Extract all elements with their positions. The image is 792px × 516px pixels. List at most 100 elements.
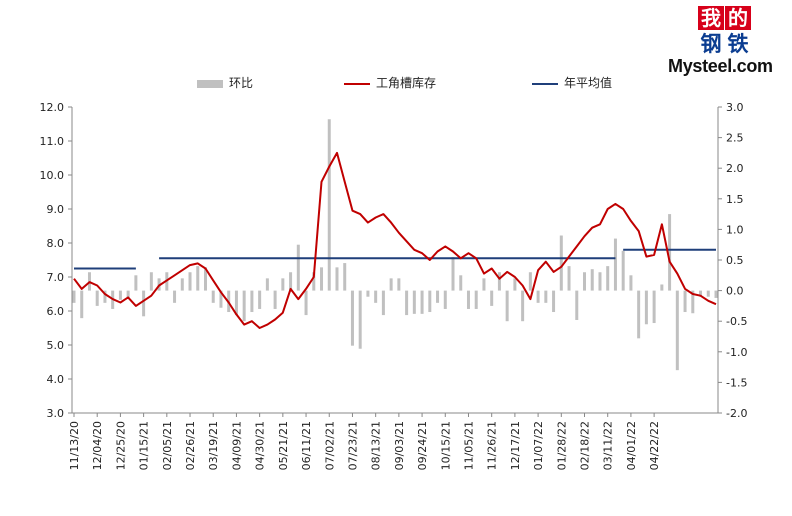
legend-label-avg: 年平均值 bbox=[564, 76, 613, 90]
bar-change bbox=[211, 290, 215, 303]
left-tick-label: 3.0 bbox=[47, 407, 65, 420]
x-tick-label: 09/03/21 bbox=[393, 421, 406, 470]
left-tick-label: 5.0 bbox=[47, 339, 65, 352]
right-tick-label: 2.5 bbox=[726, 132, 744, 145]
x-tick-label: 01/07/22 bbox=[532, 421, 545, 470]
bar-change bbox=[552, 290, 556, 313]
x-tick-label: 07/02/21 bbox=[323, 421, 336, 470]
legend-label-line: 工角槽库存 bbox=[376, 76, 437, 90]
bar-change bbox=[714, 290, 718, 298]
left-tick-label: 7.0 bbox=[47, 271, 65, 284]
bar-change bbox=[521, 290, 525, 322]
bar-change bbox=[675, 290, 679, 371]
bar-change bbox=[606, 266, 610, 291]
x-tick-label: 07/23/21 bbox=[346, 421, 359, 470]
x-tick-label: 09/24/21 bbox=[416, 421, 429, 470]
right-tick-label: 1.0 bbox=[726, 223, 744, 236]
bar-change bbox=[304, 290, 308, 316]
bar-change bbox=[289, 272, 293, 291]
bar-change bbox=[583, 272, 587, 291]
bar-change bbox=[327, 119, 331, 291]
bar-change bbox=[397, 278, 401, 291]
left-tick-label: 11.0 bbox=[40, 135, 65, 148]
legend-item-bar: 环比 bbox=[197, 74, 253, 91]
legend-swatch-avg bbox=[532, 82, 558, 85]
x-tick-label: 12/25/20 bbox=[114, 421, 127, 470]
x-tick-label: 12/17/21 bbox=[509, 421, 522, 470]
right-tick-label: 0.5 bbox=[726, 254, 744, 267]
x-tick-label: 10/15/21 bbox=[439, 421, 452, 470]
x-tick-label: 08/13/21 bbox=[370, 421, 383, 470]
bar-change bbox=[474, 290, 478, 309]
bar-change bbox=[436, 290, 440, 303]
bar-change bbox=[621, 250, 625, 291]
x-tick-label: 12/04/20 bbox=[91, 421, 104, 470]
bar-change bbox=[544, 290, 548, 303]
bar-change bbox=[142, 290, 146, 317]
left-tick-label: 9.0 bbox=[47, 203, 65, 216]
bar-change bbox=[273, 290, 277, 309]
left-tick-label: 12.0 bbox=[40, 101, 65, 114]
bar-change bbox=[312, 272, 316, 291]
bar-change bbox=[103, 290, 107, 303]
bar-change bbox=[234, 290, 238, 316]
bar-change bbox=[691, 290, 695, 314]
logo-char-3: 钢 bbox=[700, 31, 722, 56]
bar-change bbox=[149, 272, 153, 291]
right-tick-label: 0.0 bbox=[726, 285, 744, 298]
bar-change bbox=[490, 290, 494, 306]
bar-change bbox=[451, 256, 455, 291]
x-tick-label: 02/26/21 bbox=[184, 421, 197, 470]
bar-change bbox=[242, 290, 246, 322]
bar-change bbox=[343, 263, 347, 291]
right-tick-label: -0.5 bbox=[726, 315, 747, 328]
legend-label-bar: 环比 bbox=[229, 76, 254, 90]
x-tick-label: 04/22/22 bbox=[648, 421, 661, 470]
bar-change bbox=[95, 290, 99, 306]
bar-change bbox=[118, 290, 122, 300]
bar-change bbox=[613, 238, 617, 291]
bar-change bbox=[366, 290, 370, 297]
bar-change bbox=[196, 266, 200, 291]
x-tick-label: 04/01/22 bbox=[625, 421, 638, 470]
bar-change bbox=[497, 272, 501, 291]
bar-change bbox=[482, 278, 486, 291]
bar-change bbox=[598, 272, 602, 291]
logo-char-4: 铁 bbox=[727, 31, 749, 56]
mysteel-logo: 我 的 钢 铁 Mysteel.com bbox=[668, 6, 780, 76]
bar-change bbox=[652, 290, 656, 324]
bar-change bbox=[72, 290, 76, 303]
bar-change bbox=[420, 290, 424, 314]
bar-change bbox=[126, 290, 130, 298]
bar-change bbox=[699, 290, 703, 297]
bar-change bbox=[381, 290, 385, 316]
x-tick-label: 01/28/22 bbox=[555, 421, 568, 470]
right-tick-label: -1.0 bbox=[726, 346, 747, 359]
bar-change bbox=[428, 290, 432, 313]
bar-change bbox=[80, 290, 84, 319]
bar-change bbox=[513, 278, 517, 291]
bar-change bbox=[466, 290, 470, 309]
bar-change bbox=[459, 275, 463, 291]
right-tick-label: 3.0 bbox=[726, 101, 744, 114]
bar-change bbox=[528, 272, 532, 291]
bar-change bbox=[559, 235, 563, 291]
right-tick-label: -1.5 bbox=[726, 376, 747, 389]
bar-change bbox=[644, 290, 648, 325]
bar-change bbox=[590, 269, 594, 291]
legend-swatch-line bbox=[344, 82, 370, 85]
bar-change bbox=[250, 290, 254, 313]
bar-change bbox=[412, 290, 416, 314]
bar-change bbox=[134, 275, 138, 291]
bar-change bbox=[443, 290, 447, 309]
left-tick-label: 10.0 bbox=[40, 169, 65, 182]
bar-change bbox=[180, 278, 184, 291]
bar-change bbox=[536, 290, 540, 303]
bar-change bbox=[505, 290, 509, 322]
bar-change bbox=[660, 284, 664, 291]
bar-change bbox=[281, 278, 285, 291]
bar-change bbox=[683, 290, 687, 313]
x-tick-label: 11/13/20 bbox=[68, 421, 81, 470]
bar-change bbox=[188, 272, 192, 291]
